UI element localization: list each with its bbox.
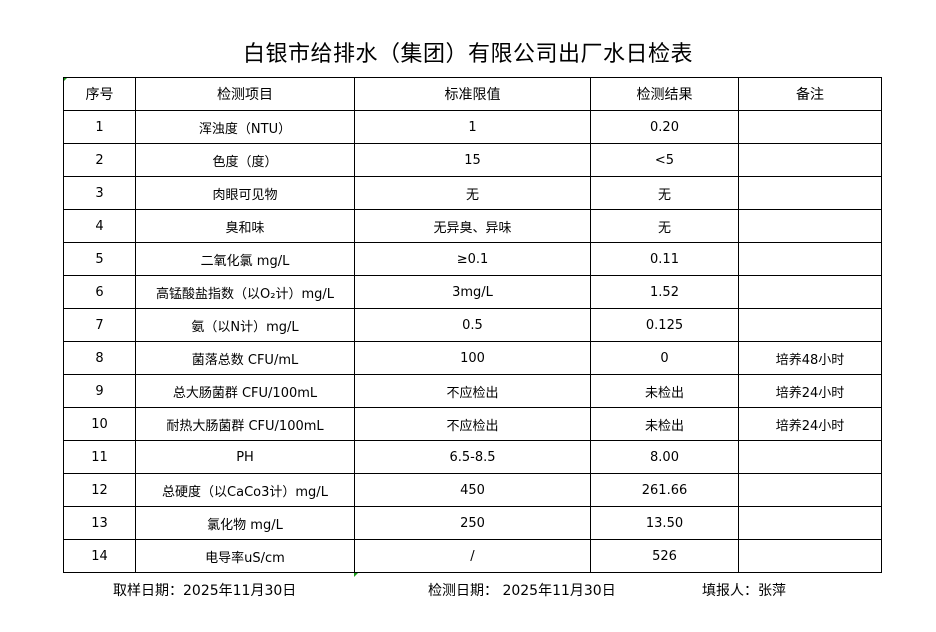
table-cell: 未检出 xyxy=(590,374,739,408)
table-row: 14 电导率uS/cm/526 xyxy=(63,539,882,573)
table-cell xyxy=(738,506,882,540)
table-cell: 8.00 xyxy=(590,440,739,474)
reporter: 填报人：张萍 xyxy=(702,583,786,599)
table-cell: 不应检出 xyxy=(354,374,591,408)
table-cell: 氯化物 mg/L xyxy=(135,506,355,540)
table-row: 9 总大肠菌群 CFU/100mL 不应检出 未检出 培养24小时 xyxy=(63,374,882,408)
table-row: 6 高锰酸盐指数（以O₂计）mg/L 3mg/L 1.52 xyxy=(63,275,882,309)
table-cell: 耐热大肠菌群 CFU/100mL xyxy=(135,407,355,441)
table-cell: 氨（以N计）mg/L xyxy=(135,308,355,342)
table-cell: 8 xyxy=(63,341,136,375)
table-cell: 7 xyxy=(63,308,136,342)
table-row: 10 耐热大肠菌群 CFU/100mL 不应检出 未检出 培养24小时 xyxy=(63,407,882,441)
table-cell: 3mg/L xyxy=(354,275,591,309)
table-row: 5 二氧化氯 mg/L ≥0.1 0.11 xyxy=(63,242,882,276)
table-cell: 电导率uS/cm xyxy=(135,539,355,573)
cell-marker xyxy=(354,572,359,577)
table-cell: 14 xyxy=(63,539,136,573)
table-cell: 无 xyxy=(354,176,591,210)
table-cell: 450 xyxy=(354,473,591,507)
table-cell: 培养48小时 xyxy=(738,341,882,375)
table-cell: 100 xyxy=(354,341,591,375)
table-cell xyxy=(738,539,882,573)
table-cell: 未检出 xyxy=(590,407,739,441)
table-cell xyxy=(738,176,882,210)
table-cell: 1 xyxy=(354,110,591,144)
header-cell: 备注 xyxy=(738,77,882,111)
table-cell: 培养24小时 xyxy=(738,407,882,441)
table-row: 4 臭和味 无异臭、异味无 xyxy=(63,209,882,243)
header-cell: 序号 xyxy=(63,77,136,111)
table-cell: 菌落总数 CFU/mL xyxy=(135,341,355,375)
table-cell: 526 xyxy=(590,539,739,573)
table-row: 12 总硬度（以CaCo3计）mg/L 450 261.66 xyxy=(63,473,882,507)
table-cell xyxy=(738,473,882,507)
table-cell: 1.52 xyxy=(590,275,739,309)
table-cell: 无 xyxy=(590,209,739,243)
table-cell xyxy=(738,209,882,243)
table-cell: 培养24小时 xyxy=(738,374,882,408)
table-cell: 11 xyxy=(63,440,136,474)
table-cell: 0.20 xyxy=(590,110,739,144)
table-cell: 2 xyxy=(63,143,136,177)
table-cell: / xyxy=(354,539,591,573)
table-cell: 0.11 xyxy=(590,242,739,276)
table-cell: 色度（度） xyxy=(135,143,355,177)
table-cell: 12 xyxy=(63,473,136,507)
table-cell: 总大肠菌群 CFU/100mL xyxy=(135,374,355,408)
page-title: 白银市给排水（集团）有限公司出厂水日检表 xyxy=(242,42,693,67)
table-cell xyxy=(738,308,882,342)
table-cell: 6 xyxy=(63,275,136,309)
table-cell xyxy=(738,242,882,276)
table-row: 1 浑浊度（NTU） 1 0.20 xyxy=(63,110,882,144)
test-date: 检测日期： 2025年11月30日 xyxy=(428,583,616,599)
table-cell: <5 xyxy=(590,143,739,177)
table-cell: 无异臭、异味 xyxy=(354,209,591,243)
table-cell: 总硬度（以CaCo3计）mg/L xyxy=(135,473,355,507)
header-cell: 检测结果 xyxy=(590,77,739,111)
header-row: 序号 检测项目 标准限值 检测结果 备注 xyxy=(63,77,882,111)
table-cell: 肉眼可见物 xyxy=(135,176,355,210)
table-cell: PH xyxy=(135,440,355,474)
table-row: 3 肉眼可见物无无 xyxy=(63,176,882,210)
table-cell: 9 xyxy=(63,374,136,408)
table-cell: 13 xyxy=(63,506,136,540)
table-cell xyxy=(738,275,882,309)
table-cell: 4 xyxy=(63,209,136,243)
sample-date: 取样日期：2025年11月30日 xyxy=(113,583,297,599)
table-cell xyxy=(738,143,882,177)
table-cell: 不应检出 xyxy=(354,407,591,441)
table-cell: 13.50 xyxy=(590,506,739,540)
table-cell: ≥0.1 xyxy=(354,242,591,276)
table-cell xyxy=(738,110,882,144)
table-cell: 1 xyxy=(63,110,136,144)
table-cell: 浑浊度（NTU） xyxy=(135,110,355,144)
table-cell: 6.5-8.5 xyxy=(354,440,591,474)
table-row: 2 色度（度） 15 <5 xyxy=(63,143,882,177)
inspection-table: 序号 检测项目 标准限值 检测结果 备注 1 浑浊度（NTU） 1 0.20 2 色度（度… xyxy=(63,77,882,573)
table-cell: 261.66 xyxy=(590,473,739,507)
header-cell: 标准限值 xyxy=(354,77,591,111)
table-cell: 无 xyxy=(590,176,739,210)
table-cell: 0.5 xyxy=(354,308,591,342)
table-cell: 臭和味 xyxy=(135,209,355,243)
table-row: 8 菌落总数 CFU/mL 100 0 培养48小时 xyxy=(63,341,882,375)
table-cell: 10 xyxy=(63,407,136,441)
table-cell: 高锰酸盐指数（以O₂计）mg/L xyxy=(135,275,355,309)
table-cell: 15 xyxy=(354,143,591,177)
table-cell: 0 xyxy=(590,341,739,375)
header-cell: 检测项目 xyxy=(135,77,355,111)
table-cell: 0.125 xyxy=(590,308,739,342)
table-row: 11 PH 6.5-8.5 8.00 xyxy=(63,440,882,474)
table-cell: 二氧化氯 mg/L xyxy=(135,242,355,276)
table-row: 13 氯化物 mg/L 250 13.50 xyxy=(63,506,882,540)
table-cell xyxy=(738,440,882,474)
table-cell: 5 xyxy=(63,242,136,276)
table-cell: 250 xyxy=(354,506,591,540)
table-cell: 3 xyxy=(63,176,136,210)
table-row: 7 氨（以N计）mg/L 0.5 0.125 xyxy=(63,308,882,342)
